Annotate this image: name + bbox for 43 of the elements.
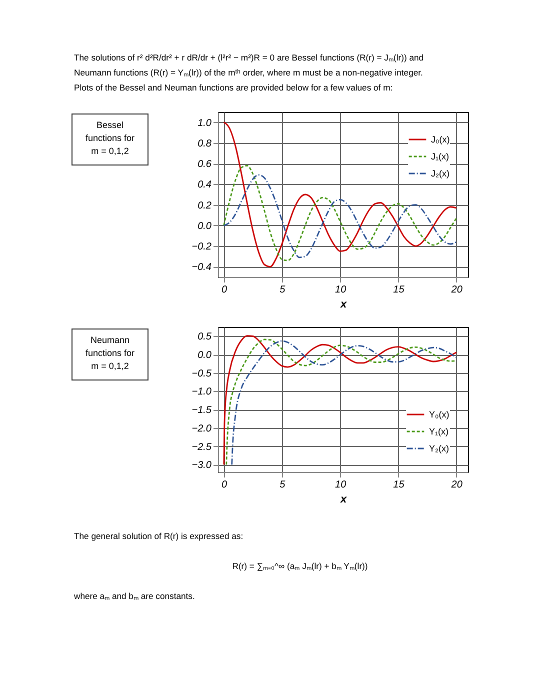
x-tick-label: 5 <box>280 284 286 296</box>
legend-label: J₂(x) <box>431 168 450 178</box>
y-tick-label: −0.2 <box>192 242 212 253</box>
y-tick-label: 0.6 <box>198 159 212 170</box>
text: Neumann functions (R(r) = Yₘ(lr)) of the mᵗʰ order, where m must be a non-negative integer. <box>74 68 423 78</box>
legend-label: Y₁(x) <box>429 426 449 436</box>
y-tick-label: 1.0 <box>198 118 212 129</box>
y-tick-label: −3.0 <box>192 460 212 472</box>
x-tick-label: 20 <box>450 480 463 490</box>
y-tick-label: 0.2 <box>198 200 212 212</box>
y-tick-label: −1.5 <box>192 405 212 416</box>
text: Neumann functions for m = 0,1,2 <box>85 335 135 371</box>
y-tick-label: −1.0 <box>192 386 212 398</box>
y-tick-label: 0.5 <box>198 332 212 343</box>
y-tick-label: −2.5 <box>192 442 212 453</box>
y-tick-label: 0.0 <box>198 220 212 232</box>
x-tick-label: 0 <box>222 284 228 296</box>
line-series <box>223 122 458 268</box>
x-tick-label: 15 <box>393 480 405 490</box>
x-tick-label: 15 <box>393 284 405 296</box>
legend-label: Y₀(x) <box>429 410 450 420</box>
y-tick-label: −2.0 <box>192 423 212 434</box>
x-tick-label: 10 <box>335 480 347 490</box>
legend-label: J₀(x) <box>431 134 450 144</box>
x-tick-label: 20 <box>450 284 463 296</box>
y-tick-label: 0.8 <box>198 138 212 150</box>
text: where aₘ and bₘ are constants. <box>73 591 195 601</box>
x-axis-title: x <box>339 298 348 310</box>
legend-label: Y₂(x) <box>429 444 449 454</box>
text: Bessel functions for m = 0,1,2 <box>85 120 135 156</box>
text: The general solution of R(r) is expressed as: <box>74 531 244 541</box>
text: The solutions of r² d²R/dr² + r dR/dr + (l²r² − m²)R = 0 are Bessel functions (R(r) = Jₘ(lr)) and <box>74 52 424 62</box>
legend-label: J₁(x) <box>431 152 450 162</box>
text: Plots of the Bessel and Neuman functions are provided below for a few values of m: <box>74 82 393 92</box>
x-tick-label: 5 <box>280 480 286 490</box>
y-tick-label: 0.4 <box>198 180 212 191</box>
x-tick-label: 0 <box>222 480 228 490</box>
x-tick-label: 10 <box>335 284 347 296</box>
y-tick-label: 0.0 <box>198 350 212 362</box>
y-tick-label: −0.5 <box>192 368 212 380</box>
x-axis-title: x <box>339 494 348 506</box>
y-tick-label: −0.4 <box>192 262 212 274</box>
text: R(r) = ∑ₘ₌₀^∞ (aₘ Jₘ(lr) + bₘ Yₘ(lr)) <box>232 561 368 571</box>
